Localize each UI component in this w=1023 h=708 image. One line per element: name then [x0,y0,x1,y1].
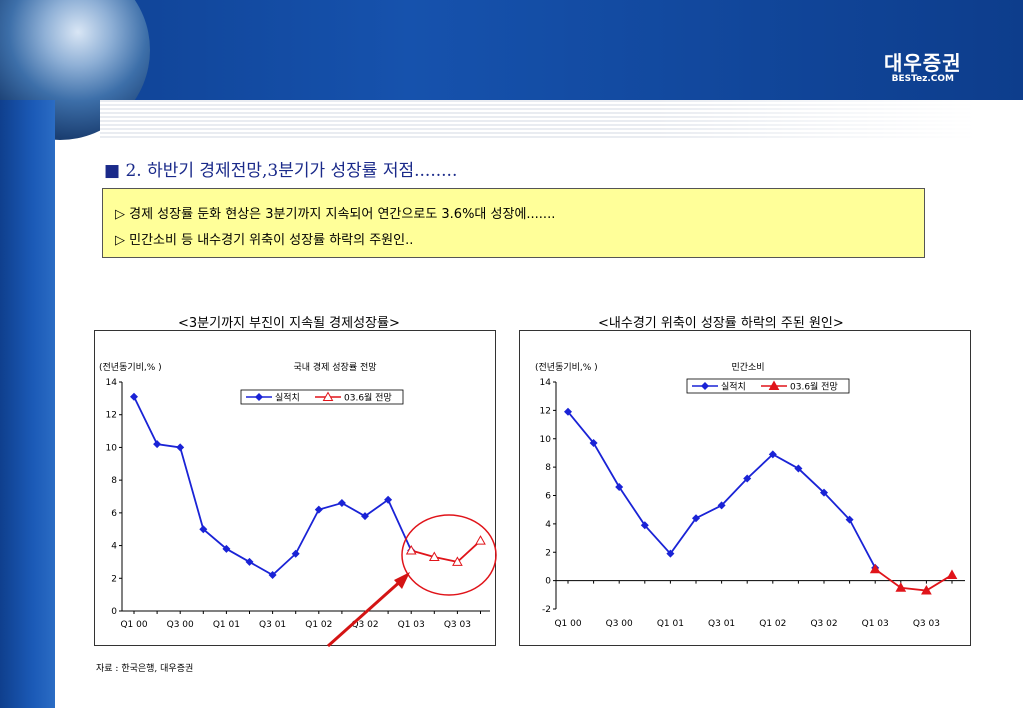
chart2-y-tick-label: -2 [542,605,551,615]
chart2-x-tick-label: Q1 02 [759,619,786,629]
chart1-y-tick-label: 0 [111,607,117,617]
chart2-y-tick-label: 8 [545,463,551,473]
chart2-series-0-point [794,464,803,473]
chart2-x-tick-label: Q3 01 [708,619,735,629]
chart2-outer-title: <내수경기 위축이 성장률 하락의 주된 원인> [598,316,844,331]
chart2-series-0-point [692,514,700,523]
chart1-title: 국내 경제 성장률 전망 [293,361,376,373]
chart1-series-0-point [176,443,185,452]
logo-subtext: BESTez.COM [891,74,955,84]
chart2-x-tick-label: Q3 02 [810,619,837,629]
chart2-series-0-point [820,488,828,497]
chart1-series-0-point [291,549,300,558]
source-note: 자료 : 한국은행, 대우증권 [96,664,194,674]
chart1-series-1-point [475,535,486,545]
chart2-series-1-point [869,563,881,574]
chart1-series-0-point [153,440,162,449]
gdp-growth-svg: (전년동기비,% ) 국내 경제 성장률 전망 0 2 4 6 8 10 12 14 Q1 00 Q3… [99,361,490,630]
chart1-x-tick-label: Q3 01 [259,620,286,630]
chart2-series-0-point [743,474,752,483]
chart1-series-0-point [361,512,369,521]
consumption-chart: (전년동기비,% ) 민간소비 -2 0 2 4 6 8 10 12 14 Q1 00 Q3 00 Q1 … [519,330,971,646]
chart2-x-tick-label: Q3 03 [913,619,940,629]
chart1-ylabel: (전년동기비,% ) [99,362,162,373]
chart1-legend-label-1: 03.6월 전망 [344,392,392,404]
chart1-series-1-line [410,540,482,563]
callout-line-2: ▷ 민간소비 등 내수경기 위축이 성장률 하락의 주원인.. [115,233,414,248]
chart2-x-tick-label: Q1 03 [862,619,889,629]
chart1-x-tick-label: Q1 00 [120,620,147,630]
chart1-y-tick-label: 10 [106,443,118,453]
chart2-series-0-point [640,521,649,530]
chart1-legend: 실적치 03.6월 전망 [240,389,404,405]
chart2-legend-label-0: 실적치 [721,381,746,393]
chart2-series-1-line [874,568,953,592]
chart2-series-0-point [717,501,726,510]
chart1-y-tick-label: 14 [106,378,118,388]
chart2-y-tick-label: 12 [540,406,551,416]
company-logo: 대우증권 BESTez.COM [884,52,962,85]
chart1-legend-marker-1 [322,391,334,401]
chart2-series-1-point [895,582,907,592]
chart1-y-tick-label: 4 [111,542,117,552]
chart1-y-tick-label: 6 [111,509,117,519]
header-stripes [100,100,1023,140]
chart2-series-1-point [921,585,932,595]
chart2-x-tick-label: Q1 00 [554,619,581,629]
chart2-series-1-point [946,569,958,579]
chart2-series-0-point [768,450,777,459]
chart2-legend: 실적치 03.6월 전망 [686,378,850,394]
callout-line-1: ▷ 경제 성장률 둔화 현상은 3분기까지 지속되어 연간으로도 3.6%대 성… [115,207,556,222]
chart2-title: 민간소비 [731,362,764,373]
chart1-x-tick-label: Q1 03 [398,620,425,630]
chart1-x-tick-label: Q3 03 [444,620,471,630]
chart2-y-tick-label: 4 [545,520,551,530]
chart2-series-0-point [589,439,598,448]
chart1-series-0-point [384,495,393,504]
chart2-x-tick-label: Q1 01 [657,619,684,629]
chart1-legend-label-0: 실적치 [275,392,300,404]
chart1-y-tick-label: 8 [111,476,117,486]
consumption-svg: (전년동기비,% ) 민간소비 -2 0 2 4 6 8 10 12 14 Q1 00 Q3 00 Q1 … [535,362,965,629]
chart2-legend-label-1: 03.6월 전망 [790,381,838,393]
chart1-x-tick-label: Q1 01 [213,620,240,630]
title-text: 2. 하반기 경제전망,3분기가 성장률 저점........ [125,161,458,181]
logo-text: 대우증권 [884,51,962,75]
chart1-series-0-point [314,505,323,514]
chart1-x-tick-label: Q1 02 [305,620,332,630]
chart2-series-0-point [845,515,854,524]
chart2-legend-marker-0 [701,382,709,390]
chart1-legend-marker-0 [255,393,263,401]
chart1-series-0-point [245,557,254,566]
chart1-series-0-point [268,571,277,580]
chart2-x-tick-label: Q3 00 [606,619,633,629]
chart1-series-0-point [337,499,346,508]
chart2-y-tick-label: 0 [545,577,551,587]
chart2-series-0-point [564,407,572,416]
chart2-y-tick-label: 14 [540,378,552,388]
left-side-bar [0,100,55,708]
chart2-ylabel: (전년동기비,% ) [535,362,598,373]
chart1-series-0-point [130,392,138,401]
chart1-y-tick-label: 12 [106,411,117,421]
chart2-y-tick-label: 10 [540,435,552,445]
chart2-y-tick-label: 6 [545,492,551,502]
chart1-x-tick-label: Q3 02 [351,620,378,630]
chart1-y-tick-label: 2 [111,574,117,584]
chart1-series-0-point [199,525,208,534]
chart1-x-tick-label: Q3 00 [167,620,194,630]
chart2-legend-marker-1 [768,380,780,390]
chart2-series-0-point [666,549,675,558]
chart2-series-0-point [615,482,624,491]
title-bullet-icon: ■ [104,161,121,181]
chart2-series-0-line [567,411,876,569]
header-banner: 대우증권 BESTez.COM [0,0,1023,140]
slide-title: ■ 2. 하반기 경제전망,3분기가 성장률 저점........ [104,156,457,181]
chart2-y-tick-label: 2 [545,548,551,558]
chart1-series-0-line [133,396,413,577]
chart1-series-0-point [222,544,231,553]
gdp-growth-chart: (전년동기비,% ) 국내 경제 성장률 전망 0 2 4 6 8 10 12 14 Q1 00 Q3… [94,330,496,646]
summary-callout: ▷ 경제 성장률 둔화 현상은 3분기까지 지속되어 연간으로도 3.6%대 성… [102,188,925,258]
chart1-outer-title: <3분기까지 부진이 지속될 경제성장률> [178,316,400,331]
